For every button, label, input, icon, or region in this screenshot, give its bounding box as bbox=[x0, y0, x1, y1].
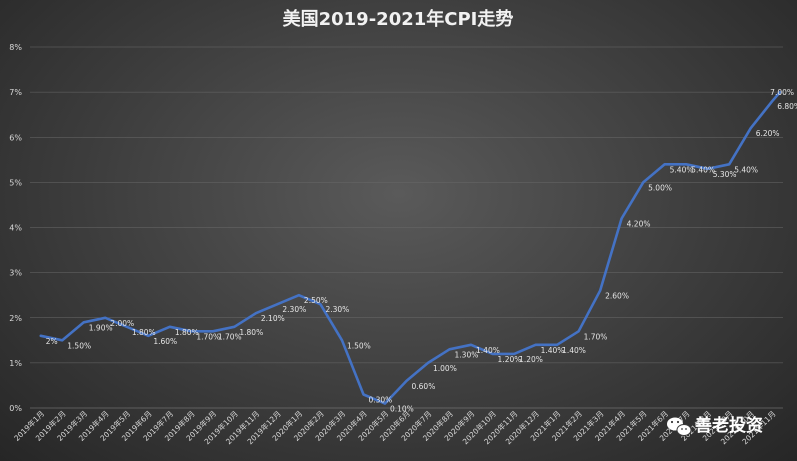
data-label: 0.30% bbox=[368, 395, 392, 404]
data-label: 2.60% bbox=[605, 292, 629, 301]
y-tick-label: 3% bbox=[9, 269, 22, 278]
data-label: 1.20% bbox=[519, 355, 543, 364]
data-label: 1.30% bbox=[455, 350, 479, 359]
data-label: 1.20% bbox=[498, 355, 522, 364]
gridlines bbox=[30, 46, 783, 409]
data-label: 1.40% bbox=[541, 346, 565, 355]
data-label: 5.40% bbox=[691, 165, 715, 174]
data-label: 1.80% bbox=[175, 328, 199, 337]
data-label: 2.00% bbox=[110, 319, 134, 328]
series-line bbox=[39, 90, 782, 405]
data-label: 2.30% bbox=[282, 305, 306, 314]
data-label: 1.70% bbox=[196, 332, 220, 341]
data-label: 4.20% bbox=[627, 219, 651, 228]
data-label: 2.30% bbox=[325, 305, 349, 314]
data-label: 0.10% bbox=[390, 404, 414, 413]
y-axis-ticks: 0% 1% 2% 3% 4% 5% 6% 7% 8% bbox=[9, 43, 22, 413]
y-tick-label: 6% bbox=[9, 133, 22, 142]
data-label: 1.50% bbox=[67, 341, 91, 350]
data-label: 1.60% bbox=[153, 337, 177, 346]
data-label: 5.00% bbox=[648, 183, 672, 192]
y-tick-label: 5% bbox=[9, 178, 22, 187]
data-label: 1.50% bbox=[347, 341, 371, 350]
data-label: 0.60% bbox=[412, 382, 436, 391]
data-label: 5.40% bbox=[670, 165, 694, 174]
data-label: 1.90% bbox=[89, 323, 113, 332]
data-labels: 2%1.50%1.90%2.00%1.80%1.60%1.80%1.70%1.7… bbox=[46, 88, 797, 413]
data-label: 1.00% bbox=[433, 364, 457, 373]
data-label: 1.80% bbox=[239, 328, 263, 337]
data-label: 1.40% bbox=[476, 346, 500, 355]
data-label: 2% bbox=[46, 337, 58, 346]
data-label: 6.20% bbox=[756, 129, 780, 138]
y-tick-label: 7% bbox=[9, 88, 22, 97]
wechat-icon bbox=[667, 417, 692, 436]
y-tick-label: 2% bbox=[9, 314, 22, 323]
data-label: 1.70% bbox=[584, 332, 608, 341]
data-label: 5.40% bbox=[734, 165, 758, 174]
data-label: 1.40% bbox=[562, 346, 586, 355]
y-tick-label: 1% bbox=[9, 359, 22, 368]
annotation-label: 7.00% bbox=[770, 88, 794, 97]
y-tick-label: 0% bbox=[9, 404, 22, 413]
data-label: 1.70% bbox=[218, 332, 242, 341]
watermark-text: 善老投资 bbox=[695, 415, 763, 436]
data-label: 2.50% bbox=[304, 296, 328, 305]
chart-title: 美国2019-2021年CPI走势 bbox=[283, 8, 514, 30]
y-tick-label: 8% bbox=[9, 43, 22, 52]
x-axis-ticks: 2019年1月2019年2月2019年3月2019年4月2019年5月2019年… bbox=[12, 408, 778, 446]
y-tick-label: 4% bbox=[9, 224, 22, 233]
data-label: 1.80% bbox=[132, 328, 156, 337]
watermark: 善老投资 bbox=[667, 415, 763, 436]
series-line-group bbox=[39, 90, 782, 405]
data-label: 2.10% bbox=[261, 314, 285, 323]
data-label: 5.30% bbox=[713, 170, 737, 179]
data-label: 6.80% bbox=[777, 102, 797, 111]
